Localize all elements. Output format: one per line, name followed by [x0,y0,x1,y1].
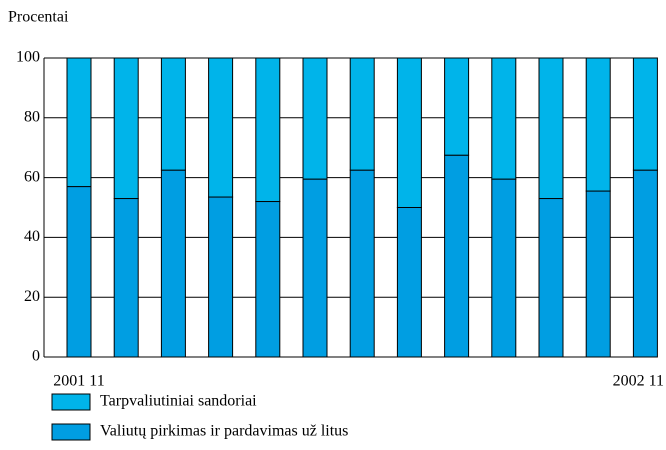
bar-segment [255,57,281,203]
bar-segment [302,178,328,358]
bar-segment [396,57,422,208]
bar-segment [255,201,281,358]
bar-segment [491,178,517,358]
x-tick-label: 2001 11 [53,373,104,390]
bar-segment [349,57,375,171]
bar-segment [585,190,611,358]
bar-segment [396,207,422,358]
bar-segment [160,169,186,358]
bar-segment [113,57,139,200]
bar-segment [302,57,328,180]
legend-label: Valiutų pirkimas ir pardavimas už litus [100,423,348,440]
bar-segment [538,198,564,358]
legend-label: Tarpvaliutiniai sandoriai [100,393,257,410]
bar-segment [208,196,234,358]
x-tick-label: 2002 11 [613,373,664,390]
legend-swatch [51,393,91,411]
y-tick-label: 0 [32,348,40,365]
bar-segment [208,57,234,198]
bar-segment [349,169,375,358]
bar-segment [66,57,92,188]
bar-segment [160,57,186,171]
y-tick-label: 100 [16,49,40,66]
bar-segment [444,57,470,156]
y-tick-label: 60 [24,168,40,185]
legend-swatch [51,423,91,441]
y-tick-label: 40 [24,228,40,245]
bar-segment [538,57,564,200]
bar-segment [632,169,658,358]
bar-segment [632,57,658,171]
bar-segment [491,57,517,180]
y-tick-label: 80 [24,108,40,125]
bar-segment [66,186,92,358]
y-tick-label: 20 [24,288,40,305]
bar-segment [113,198,139,358]
y-axis-label: Procentai [8,9,69,26]
bar-segment [444,154,470,358]
bar-segment [585,57,611,192]
